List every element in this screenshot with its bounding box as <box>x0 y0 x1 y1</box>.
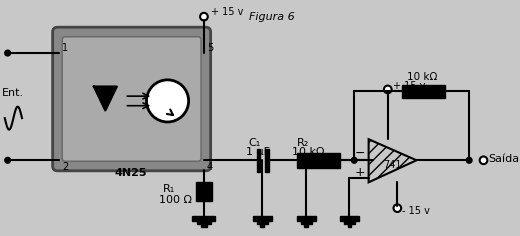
Polygon shape <box>94 87 117 110</box>
FancyBboxPatch shape <box>53 27 211 171</box>
Text: Figura 6: Figura 6 <box>249 12 295 21</box>
Text: +: + <box>354 166 365 179</box>
Text: - 15 v: - 15 v <box>402 206 430 216</box>
Bar <box>297 216 316 221</box>
Bar <box>256 149 261 172</box>
Circle shape <box>147 80 189 122</box>
Text: C₁: C₁ <box>248 138 260 148</box>
Text: + 15 v: + 15 v <box>393 81 425 91</box>
Text: 4N25: 4N25 <box>115 168 147 178</box>
Bar <box>340 216 359 221</box>
Circle shape <box>5 50 10 56</box>
Bar <box>256 221 268 224</box>
Text: 4: 4 <box>207 162 213 172</box>
Text: R₂: R₂ <box>297 138 309 148</box>
Circle shape <box>394 204 401 212</box>
Bar <box>297 153 340 168</box>
Bar <box>402 85 445 98</box>
Text: 10 kΩ: 10 kΩ <box>407 72 437 82</box>
Bar <box>201 224 207 227</box>
Bar <box>344 221 355 224</box>
Text: 741: 741 <box>383 160 401 170</box>
Bar <box>196 182 212 202</box>
Bar <box>253 216 272 221</box>
Bar <box>265 149 269 172</box>
Text: −: − <box>354 147 365 160</box>
Circle shape <box>200 13 208 21</box>
Bar <box>347 224 352 227</box>
Bar <box>305 224 308 227</box>
Text: 2: 2 <box>62 162 69 172</box>
Bar <box>192 216 215 221</box>
Text: 10 kΩ: 10 kΩ <box>292 148 324 157</box>
Bar <box>301 221 312 224</box>
Circle shape <box>5 157 10 163</box>
Circle shape <box>384 86 392 93</box>
Text: 5: 5 <box>207 43 213 53</box>
Text: + 15 v: + 15 v <box>211 7 243 17</box>
Circle shape <box>479 156 487 164</box>
Text: Ent.: Ent. <box>2 88 24 98</box>
Circle shape <box>201 157 207 163</box>
Text: Saída: Saída <box>488 154 519 164</box>
Bar <box>261 224 264 227</box>
Text: 100 Ω: 100 Ω <box>159 195 192 205</box>
Circle shape <box>352 157 357 163</box>
Text: 1: 1 <box>62 43 68 53</box>
FancyBboxPatch shape <box>62 37 201 161</box>
Bar <box>197 221 211 224</box>
Circle shape <box>466 157 472 163</box>
Text: R₁: R₁ <box>163 184 175 194</box>
Text: 1 μF: 1 μF <box>246 148 270 157</box>
